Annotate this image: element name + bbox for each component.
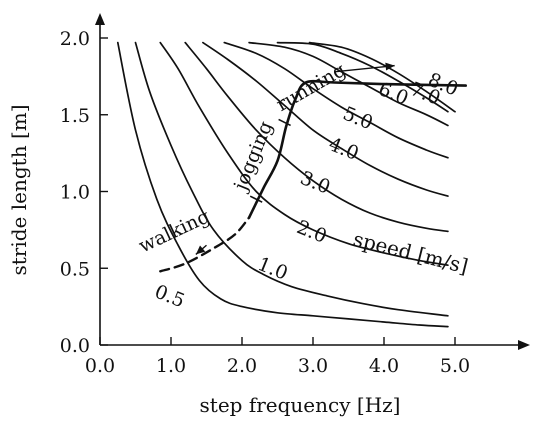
gait-transition-tick xyxy=(249,195,263,203)
speed-contour-5-0 xyxy=(223,41,449,159)
speed-contour-3-0 xyxy=(184,41,449,233)
gait-arrow-head xyxy=(195,245,206,255)
contour-label-5-0: 5.0 xyxy=(340,103,376,135)
x-tick-label: 1.0 xyxy=(156,355,186,377)
gait-label-jogging: jogging xyxy=(229,118,277,195)
y-axis-label: stride length [m] xyxy=(7,104,31,275)
speed-contour-4-0 xyxy=(202,41,449,197)
x-axis-label: step frequency [Hz] xyxy=(200,393,401,417)
gait-path-line xyxy=(247,79,467,219)
gait-arrow-line xyxy=(334,64,395,73)
speed-annotation: speed [m/s] xyxy=(351,227,471,279)
y-tick-label: 1.0 xyxy=(60,182,90,204)
x-tick-label: 3.0 xyxy=(298,355,328,377)
contour-label-6-0: 6.0 xyxy=(375,78,411,110)
y-tick-label: 2.0 xyxy=(60,28,90,50)
x-tick-label: 4.0 xyxy=(369,355,399,377)
speed-contour-1-0 xyxy=(134,41,449,317)
contour-label-0-5: 0.5 xyxy=(152,281,188,313)
speed-contour-6-0 xyxy=(248,41,449,127)
speed-contour-8-0 xyxy=(308,41,456,113)
y-tick-label: 0.5 xyxy=(60,258,90,280)
x-tick-label: 5.0 xyxy=(440,355,470,377)
contour-label-1-0: 1.0 xyxy=(255,253,291,285)
speed-contours xyxy=(116,41,456,328)
y-tick-label: 1.5 xyxy=(60,105,90,127)
contour-label-4-0: 4.0 xyxy=(326,133,362,165)
speed-contour-0-5 xyxy=(116,41,449,328)
y-tick-label: 0.0 xyxy=(60,335,90,357)
gait-arrow-head xyxy=(385,62,395,71)
gait-path-group xyxy=(159,62,467,273)
speed-contour-2-0 xyxy=(159,41,449,267)
gait-label-running: running xyxy=(273,59,350,116)
x-tick-label: 2.0 xyxy=(227,355,257,377)
gait-transition-tick xyxy=(278,118,291,127)
contour-label-2-0: 2.0 xyxy=(294,216,330,248)
x-axis-arrow xyxy=(518,340,530,350)
gait-path-dashed xyxy=(159,216,251,273)
x-tick-label: 0.0 xyxy=(85,355,115,377)
contour-label-3-0: 3.0 xyxy=(297,167,333,199)
speed-contour-7-0 xyxy=(276,41,449,113)
ticks: 0.0 1.0 2.0 3.0 4.0 5.00.00.51.01.52.0 xyxy=(60,28,470,377)
y-axis-arrow xyxy=(95,13,105,25)
